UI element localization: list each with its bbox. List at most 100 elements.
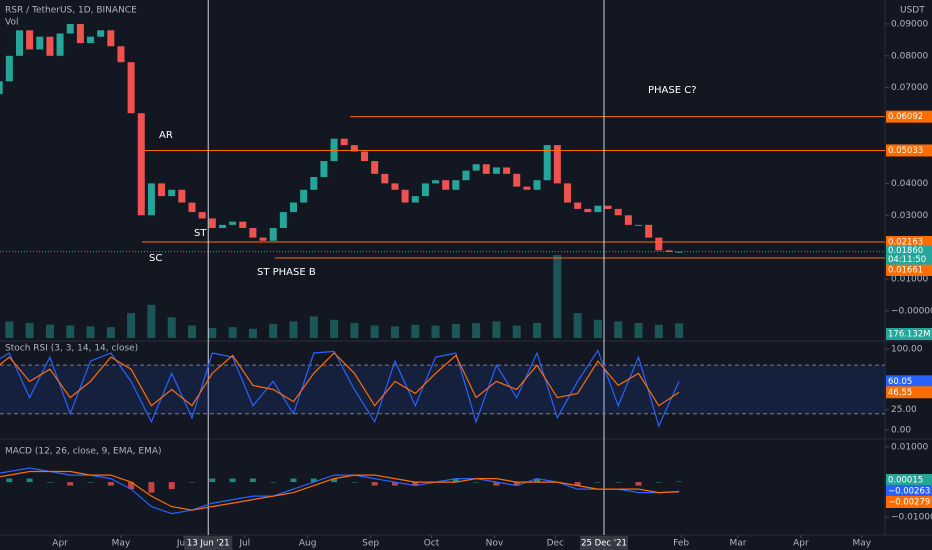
countdown-label: 04:11:50 bbox=[888, 255, 926, 265]
candle bbox=[350, 145, 358, 152]
level-label: 0.01661 bbox=[888, 265, 923, 275]
x-tick-label: Apr bbox=[52, 539, 68, 549]
histogram-bar bbox=[412, 482, 419, 486]
x-tick-label: Oct bbox=[424, 539, 440, 549]
level-label: 0.06092 bbox=[888, 112, 923, 122]
candle bbox=[259, 237, 267, 241]
histogram-bar bbox=[229, 478, 236, 483]
x-tick-label: May bbox=[852, 539, 871, 549]
candle bbox=[97, 30, 105, 37]
stoch-last-label: 60.05 bbox=[888, 377, 912, 387]
volume-bar bbox=[634, 323, 643, 338]
volume-bar bbox=[5, 321, 14, 338]
volume-bar bbox=[45, 324, 54, 338]
candle bbox=[604, 205, 612, 209]
histogram-bar bbox=[168, 482, 175, 490]
volume-bar bbox=[330, 319, 339, 338]
stoch-title: Stoch RSI (3, 3, 14, 14, close) bbox=[5, 344, 138, 354]
candle bbox=[320, 161, 328, 178]
volume-bar bbox=[533, 323, 542, 338]
indicator-line bbox=[0, 470, 680, 511]
stoch-last-label-bg bbox=[886, 375, 932, 388]
y-tick-label: −0.00000 bbox=[891, 306, 932, 316]
level-label-bg bbox=[886, 110, 932, 123]
volume-bar bbox=[573, 313, 582, 338]
candle bbox=[107, 30, 115, 47]
candle bbox=[279, 212, 287, 229]
volume-bar bbox=[127, 313, 136, 338]
candle bbox=[665, 250, 673, 252]
volume-bar bbox=[248, 328, 257, 338]
candle bbox=[411, 196, 419, 203]
indicator-line bbox=[0, 352, 680, 407]
histogram-last-label-bg bbox=[886, 474, 932, 486]
histogram-bar bbox=[351, 482, 358, 483]
candle bbox=[401, 189, 409, 203]
x-tick-label: Dec bbox=[547, 539, 564, 549]
histogram-bar bbox=[209, 478, 216, 483]
volume-last-label-bg bbox=[886, 328, 932, 340]
x-tick-label: Mar bbox=[729, 539, 746, 549]
histogram-bar bbox=[310, 478, 317, 483]
y-tick-label: 25.00 bbox=[891, 405, 917, 415]
candle bbox=[46, 36, 54, 56]
candle bbox=[66, 23, 74, 34]
candle bbox=[655, 237, 663, 251]
candle bbox=[87, 36, 95, 44]
candle bbox=[229, 221, 237, 225]
histogram-bar bbox=[473, 482, 480, 483]
y-tick-label: 0.00 bbox=[891, 425, 911, 435]
volume-bar bbox=[472, 323, 481, 338]
candle bbox=[432, 180, 440, 184]
candle bbox=[543, 145, 551, 181]
histogram-bar bbox=[290, 478, 297, 483]
candle bbox=[289, 202, 297, 213]
y-tick-label: 0.03000 bbox=[891, 211, 928, 221]
volume-bar bbox=[228, 327, 237, 338]
candle bbox=[76, 23, 84, 44]
histogram-bar bbox=[107, 482, 114, 486]
candle bbox=[208, 218, 216, 229]
candle bbox=[371, 161, 379, 174]
last-price-label: 0.01860 bbox=[888, 246, 923, 256]
candle bbox=[614, 208, 622, 216]
volume-bar bbox=[593, 319, 602, 338]
volume-bar bbox=[553, 255, 562, 338]
candle bbox=[442, 180, 450, 190]
candle bbox=[574, 202, 582, 209]
crosshair-label: 13 Jun '21 bbox=[187, 539, 230, 549]
level-label-bg bbox=[886, 144, 932, 157]
candle bbox=[482, 164, 490, 174]
candle bbox=[5, 55, 13, 82]
x-tick-label: Apr bbox=[793, 539, 809, 549]
volume-bar bbox=[654, 324, 663, 338]
histogram-bar bbox=[128, 482, 135, 490]
candle bbox=[26, 30, 34, 50]
volume-bar bbox=[451, 323, 460, 338]
candle bbox=[340, 138, 348, 146]
indicator-line bbox=[0, 467, 680, 515]
candle bbox=[269, 228, 277, 241]
candle bbox=[249, 228, 257, 238]
last-price-bg bbox=[886, 245, 932, 265]
volume-bar bbox=[66, 325, 75, 338]
annotation: ST bbox=[194, 228, 207, 239]
volume-bar bbox=[208, 328, 217, 338]
y-tick-label: 0.04000 bbox=[891, 179, 928, 189]
x-tick-label: Jun bbox=[176, 539, 191, 549]
candle bbox=[36, 36, 44, 50]
histogram-bar bbox=[655, 482, 662, 483]
candle bbox=[330, 138, 338, 162]
macd-title: MACD (12, 26, close, 9, EMA, EMA) bbox=[5, 447, 162, 457]
y-tick-label: 0.07000 bbox=[891, 83, 928, 93]
candle bbox=[310, 177, 318, 190]
x-tick-label: Aug bbox=[299, 539, 317, 549]
volume-bar bbox=[147, 304, 156, 338]
histogram-bar bbox=[270, 482, 277, 483]
candle bbox=[503, 167, 511, 174]
histogram-bar bbox=[493, 482, 500, 486]
candle bbox=[584, 208, 592, 213]
candle bbox=[218, 224, 226, 229]
x-tick-label: Feb bbox=[673, 539, 689, 549]
volume-bar bbox=[86, 326, 95, 338]
